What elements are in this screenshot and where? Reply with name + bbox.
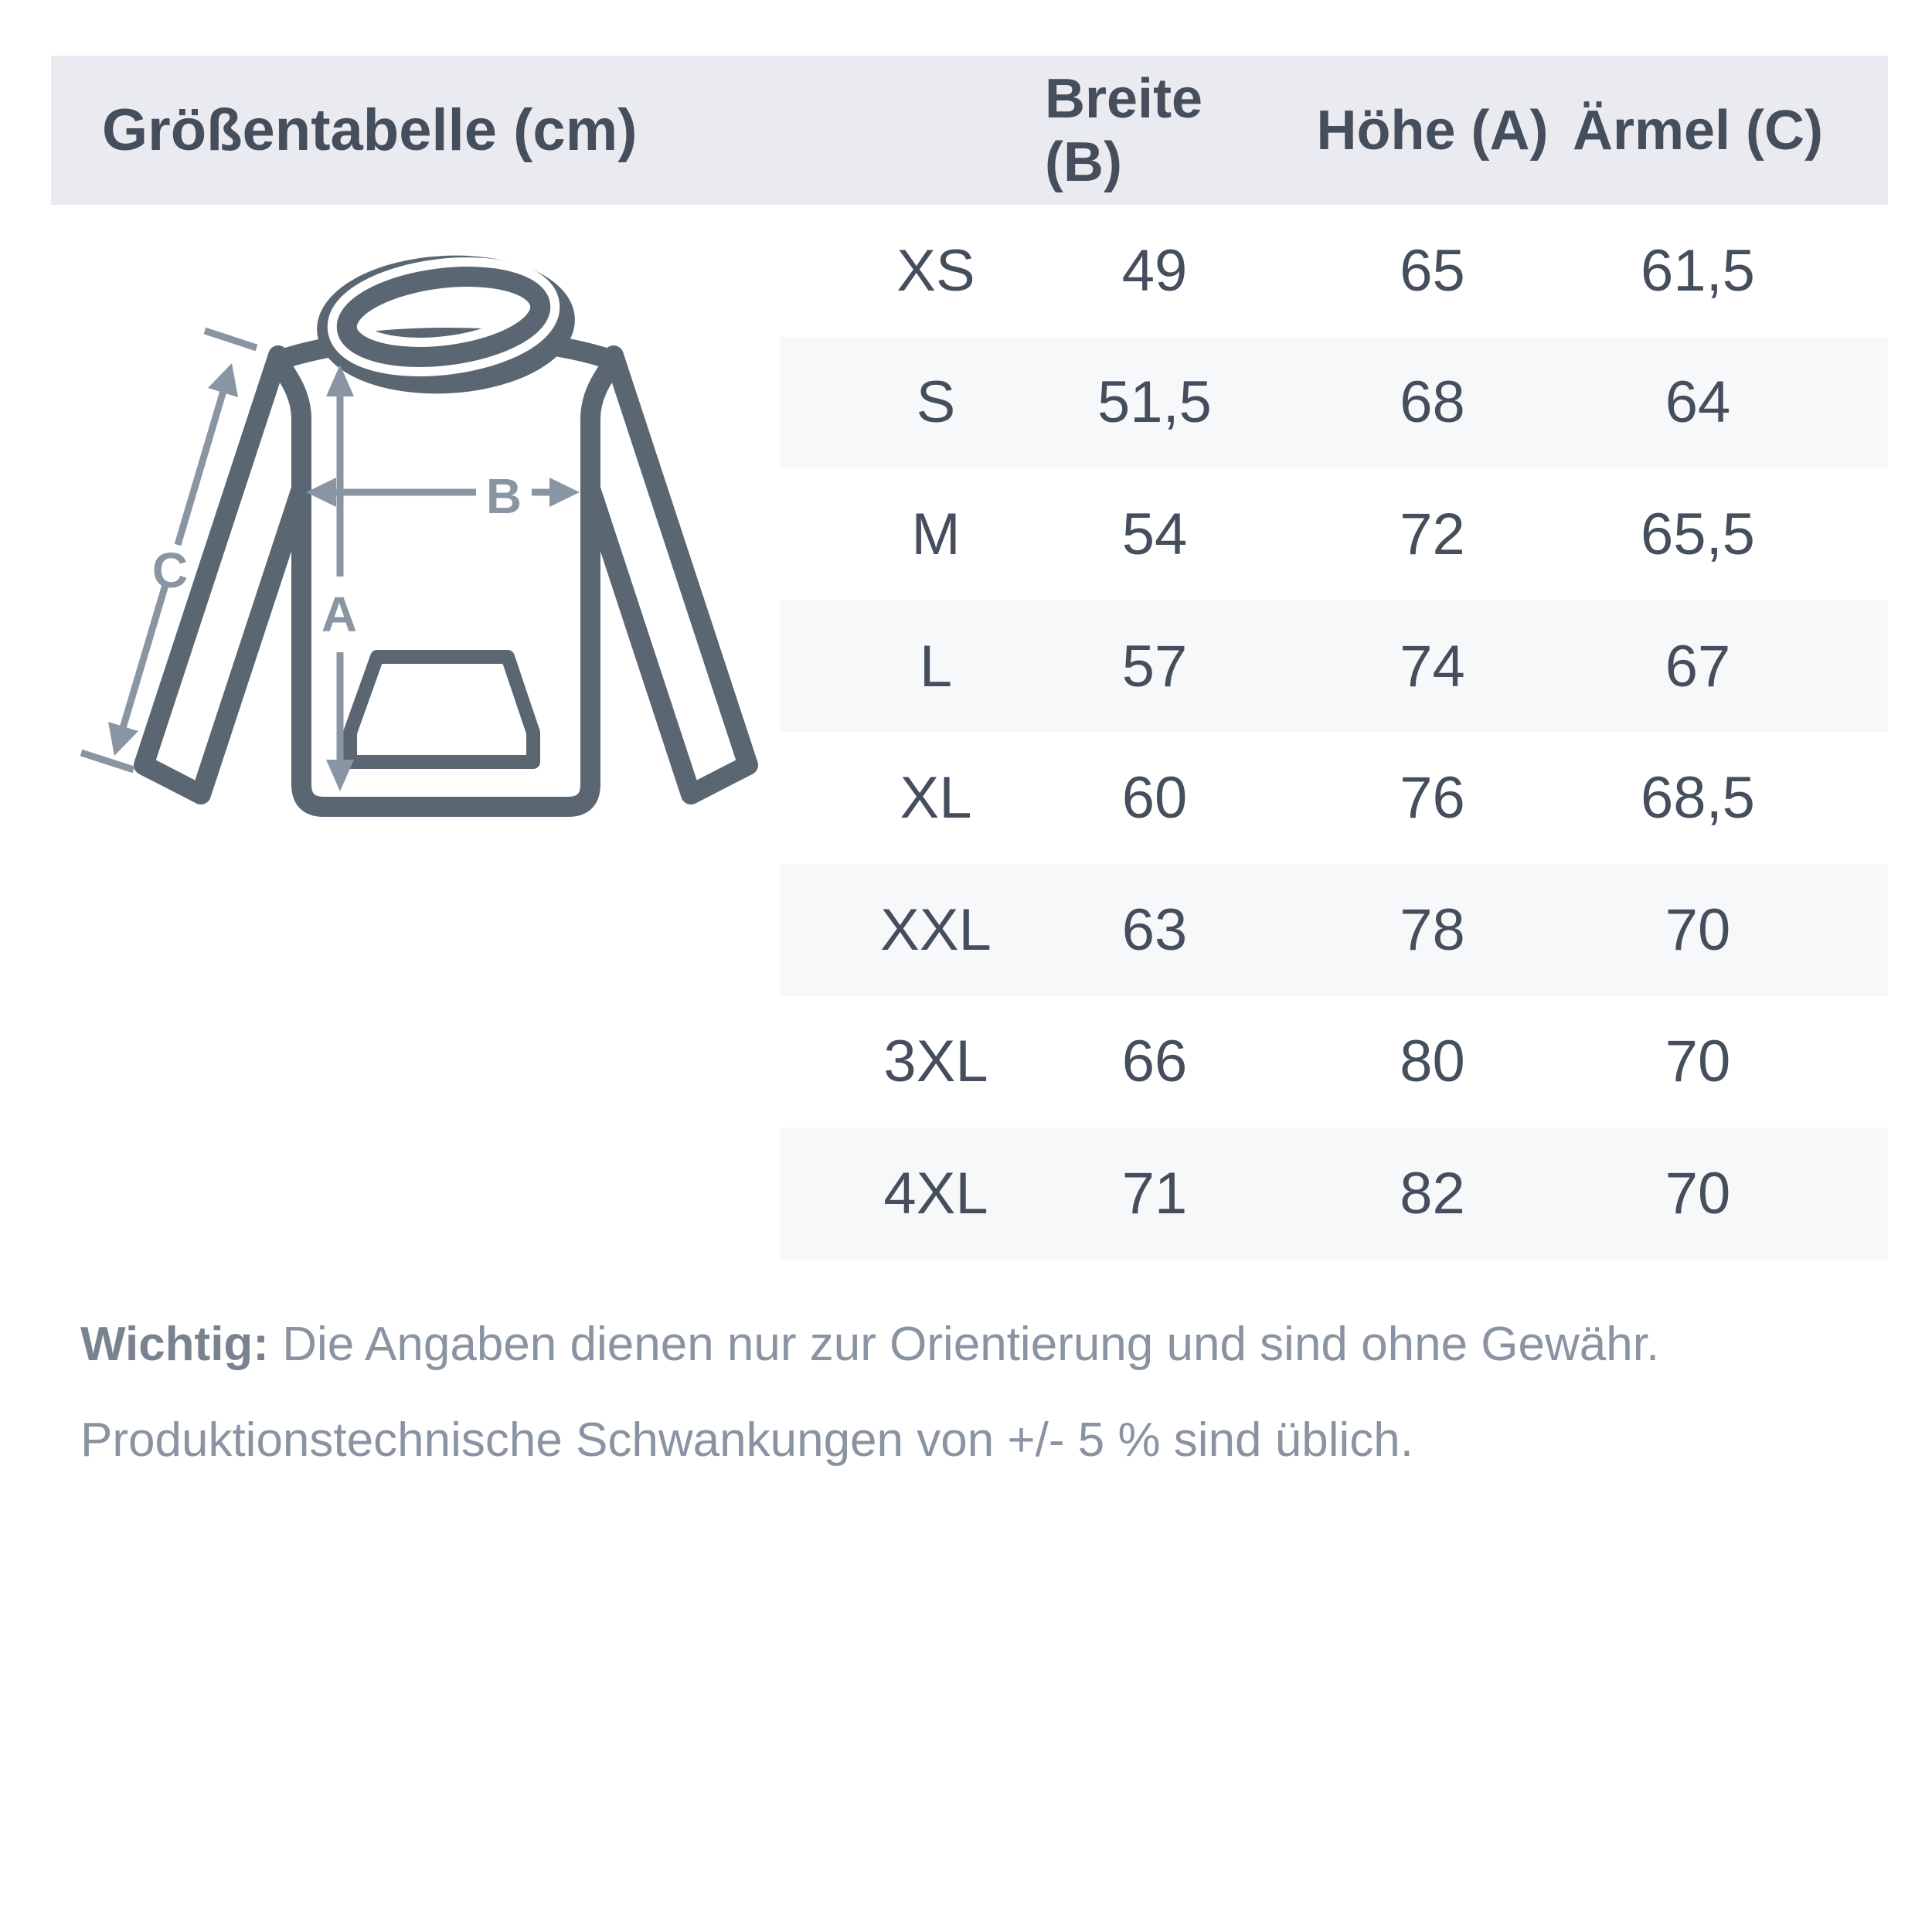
- breite-value: 57: [1121, 633, 1188, 699]
- measure-label-b: B: [486, 468, 522, 524]
- size-label: 4XL: [883, 1160, 988, 1226]
- table-row-3xl: 3XL 66 80 70: [781, 996, 1888, 1128]
- measure-label-a: A: [321, 587, 357, 642]
- disclaimer-line1: Die Angaben dienen nur zur Orientierung …: [282, 1318, 1660, 1371]
- hoehe-value: 76: [1400, 765, 1465, 832]
- column-header-breite: Breite (B): [1045, 67, 1203, 193]
- arrowhead-right-icon: [549, 478, 580, 507]
- hood-inner-ring: [336, 267, 551, 367]
- measure-arrow-b: [306, 478, 580, 507]
- hoehe-value: 78: [1400, 896, 1465, 963]
- aermel-value: 68,5: [1641, 765, 1755, 832]
- column-header-hoehe: Höhe (A): [1316, 99, 1549, 162]
- arrowhead-up-icon: [326, 365, 354, 396]
- breite-value: 51,5: [1097, 369, 1212, 436]
- column-headers: Breite (B) Höhe (A) Ärmel (C): [781, 56, 1888, 205]
- table-row-xl: XL 60 76 68,5: [781, 732, 1888, 864]
- measure-arrow-a: [326, 365, 354, 791]
- aermel-value: 70: [1665, 896, 1731, 963]
- aermel-value: 70: [1665, 1029, 1731, 1095]
- aermel-value: 61,5: [1641, 237, 1755, 304]
- arrowhead-downleft-icon: [108, 722, 138, 756]
- size-label: S: [916, 369, 956, 436]
- disclaimer-label: Wichtig:: [80, 1318, 269, 1371]
- aermel-value: 67: [1665, 633, 1731, 699]
- size-label: XL: [900, 765, 972, 832]
- measure-tick-bottom: [80, 749, 135, 774]
- arrowhead-down-icon: [326, 760, 354, 791]
- hoodie-right-sleeve: [574, 345, 758, 804]
- hoodie-measurement-diagram: A B C: [80, 255, 758, 817]
- arrowhead-left-icon: [306, 478, 336, 507]
- aermel-value: 65,5: [1641, 501, 1755, 567]
- disclaimer-note: Wichtig: Die Angaben dienen nur zur Orie…: [80, 1297, 1904, 1488]
- hoehe-value: 74: [1400, 633, 1465, 699]
- measure-label-c: C: [152, 543, 188, 598]
- table-row-s: S 51,5 68 64: [781, 336, 1888, 469]
- hoehe-value: 82: [1400, 1160, 1465, 1226]
- measure-arrow-c: [80, 327, 258, 774]
- size-label: 3XL: [883, 1029, 988, 1095]
- aermel-value: 64: [1665, 369, 1731, 436]
- table-row-xxl: XXL 63 78 70: [781, 863, 1888, 996]
- breite-value: 71: [1121, 1160, 1188, 1226]
- hoehe-value: 72: [1400, 501, 1465, 567]
- size-label: XXL: [880, 896, 992, 963]
- breite-value: 49: [1121, 237, 1188, 304]
- size-table: XS 49 65 61,5 S 51,5 68 64 M 54 72 65,5 …: [781, 205, 1888, 1260]
- table-header: Größentabelle (cm) Breite (B) Höhe (A) Ä…: [51, 56, 1888, 205]
- page-title: Größentabelle (cm): [102, 97, 638, 163]
- table-row-m: M 54 72 65,5: [781, 468, 1888, 600]
- table-row-l: L 57 74 67: [781, 600, 1888, 733]
- column-header-empty: [781, 56, 1045, 205]
- hoehe-value: 80: [1400, 1029, 1465, 1095]
- size-label: XS: [896, 237, 975, 304]
- disclaimer-line2: Produktionstechnische Schwankungen von +…: [80, 1413, 1413, 1467]
- hoodie-pocket: [343, 650, 540, 769]
- size-label: L: [919, 633, 953, 699]
- table-row-4xl: 4XL 71 82 70: [781, 1128, 1888, 1260]
- table-row-xs: XS 49 65 61,5: [781, 205, 1888, 337]
- breite-value: 60: [1121, 765, 1188, 832]
- hoehe-value: 65: [1400, 237, 1465, 304]
- hoehe-value: 68: [1400, 369, 1465, 436]
- measure-tick-top: [203, 327, 258, 352]
- column-header-aermel: Ärmel (C): [1572, 99, 1824, 162]
- breite-value: 66: [1121, 1029, 1188, 1095]
- breite-value: 54: [1121, 501, 1188, 567]
- size-label: M: [911, 501, 961, 567]
- breite-value: 63: [1121, 896, 1188, 963]
- arrowhead-upright-icon: [208, 363, 238, 397]
- aermel-value: 70: [1665, 1160, 1731, 1226]
